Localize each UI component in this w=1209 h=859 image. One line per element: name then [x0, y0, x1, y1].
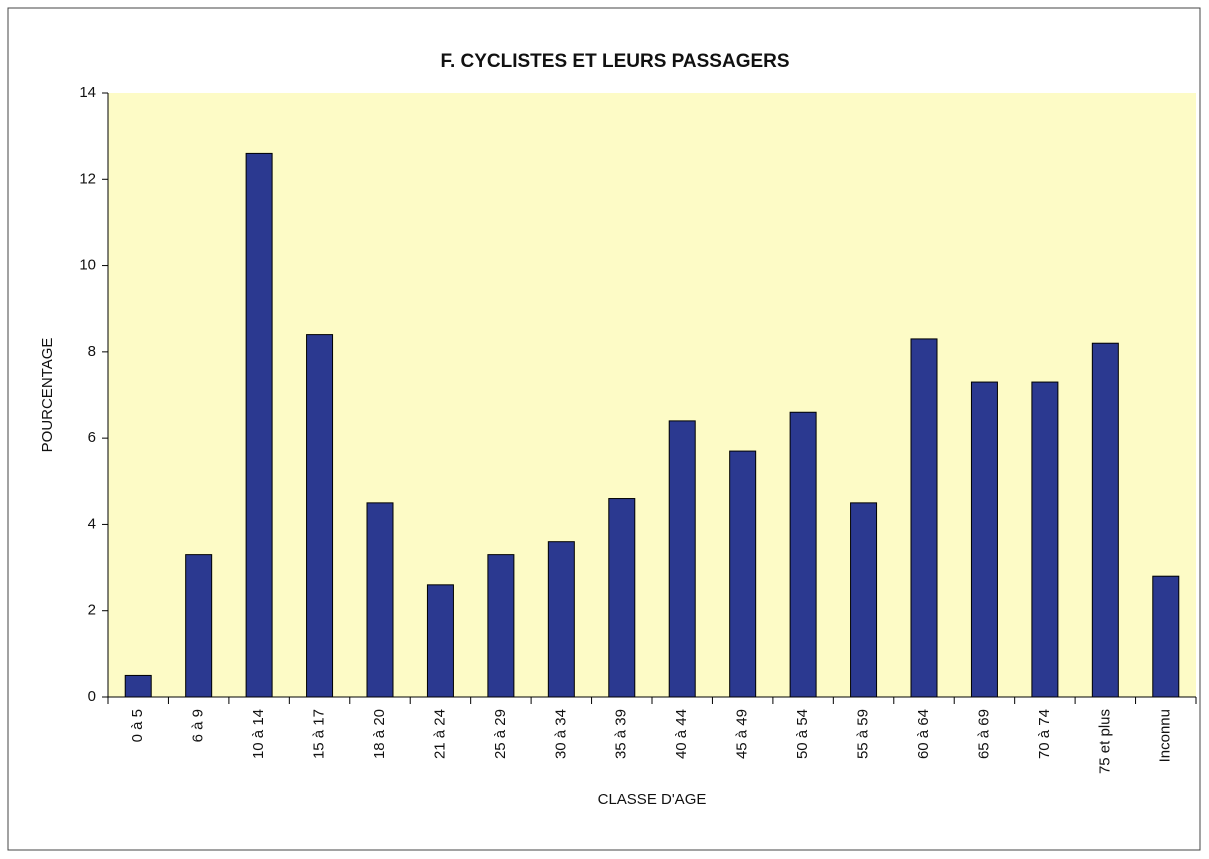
bar [547, 541, 575, 698]
bar [245, 152, 273, 698]
y-axis-label: POURCENTAGE [39, 338, 56, 453]
y-tick-label: 0 [88, 688, 96, 705]
bar [124, 674, 152, 698]
x-tick-label: 18 à 20 [371, 709, 388, 759]
bar [729, 450, 757, 698]
bar [426, 584, 454, 698]
y-tick-label: 10 [79, 257, 96, 274]
x-tick-label: 35 à 39 [613, 709, 630, 759]
chart-title: F. CYCLISTES ET LEURS PASSAGERS [440, 51, 789, 72]
bar [1031, 381, 1059, 698]
y-tick-label: 4 [88, 515, 96, 532]
y-tick-label: 6 [88, 429, 96, 446]
bar [1152, 575, 1180, 698]
x-tick-label: 70 à 74 [1036, 709, 1053, 759]
bar [366, 502, 394, 698]
bar [185, 554, 213, 698]
x-tick-label: 6 à 9 [190, 709, 207, 742]
x-tick-label: 30 à 34 [552, 709, 569, 759]
bar [850, 502, 878, 698]
bar [1091, 342, 1119, 698]
plot-area [108, 93, 1196, 697]
x-tick-label: 75 et plus [1096, 709, 1113, 774]
y-tick-label: 12 [79, 170, 96, 187]
bar [910, 338, 938, 698]
x-tick-label: 25 à 29 [492, 709, 509, 759]
x-tick-label: 60 à 64 [915, 709, 932, 759]
x-tick-label: 40 à 44 [673, 709, 690, 759]
x-tick-label: 21 à 24 [431, 709, 448, 759]
bar [789, 411, 817, 698]
x-axis-label: CLASSE D'AGE [598, 791, 707, 808]
x-tick-label: 10 à 14 [250, 709, 267, 759]
y-tick-label: 2 [88, 602, 96, 619]
bar [970, 381, 998, 698]
x-tick-label: 55 à 59 [855, 709, 872, 759]
x-tick-label: Inconnu [1157, 709, 1174, 762]
x-tick-label: 45 à 49 [734, 709, 751, 759]
bar [487, 554, 515, 698]
bar [306, 334, 334, 698]
x-tick-label: 65 à 69 [975, 709, 992, 759]
y-tick-label: 8 [88, 343, 96, 360]
x-tick-label: 15 à 17 [311, 709, 328, 759]
x-tick-label: 0 à 5 [129, 709, 146, 742]
y-tick-label: 14 [79, 84, 96, 101]
x-tick-label: 50 à 54 [794, 709, 811, 759]
bar [608, 498, 636, 698]
bar [668, 420, 696, 698]
